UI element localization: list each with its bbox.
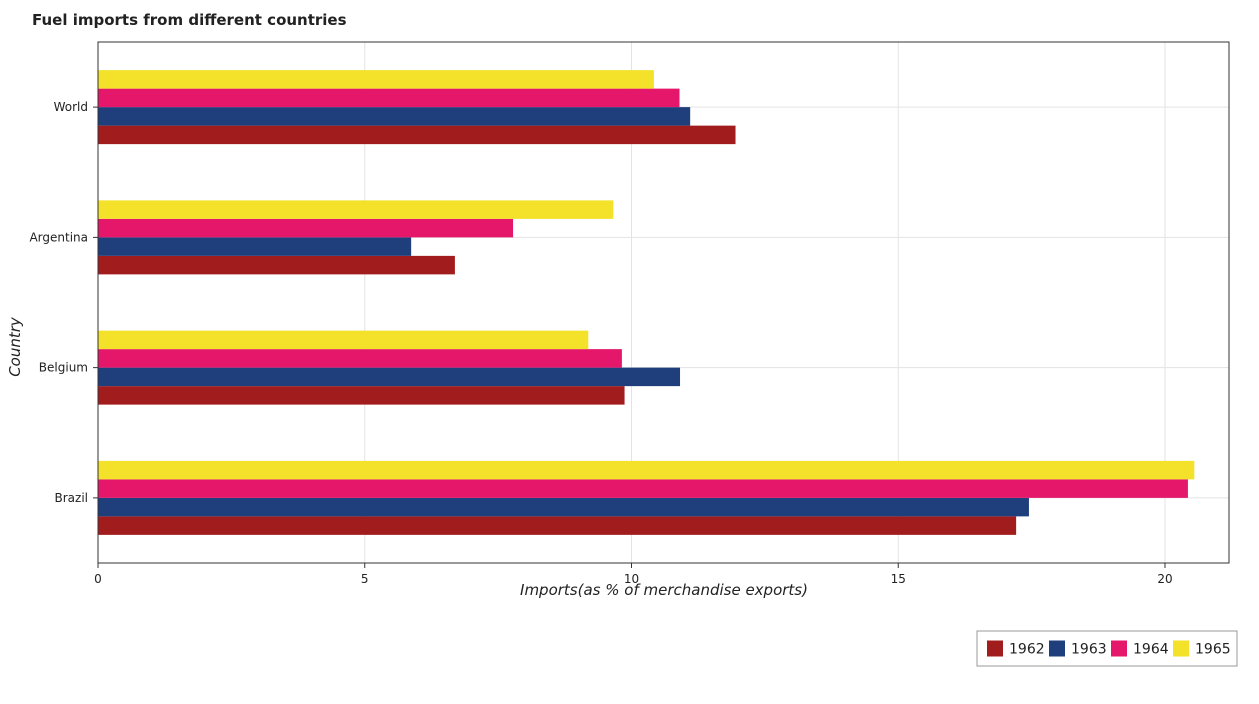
legend-label: 1965 (1195, 642, 1231, 658)
axes: 0 5 10 15 20 World Argentina Belgium Brazil (29, 41, 1230, 586)
bar-argentina-1962 (98, 255, 455, 275)
x-tick-label: 5 (361, 572, 369, 586)
bar-belgium-1963 (98, 367, 681, 387)
bar-belgium-1962 (98, 386, 625, 405)
legend-label: 1962 (1009, 642, 1045, 658)
legend-swatch-1963 (1049, 640, 1065, 657)
bar-argentina-1964 (98, 218, 514, 238)
legend-swatch-1965 (1173, 640, 1189, 657)
legend-swatch-1964 (1111, 640, 1127, 657)
legend-label: 1964 (1133, 642, 1169, 658)
y-tick-label: Argentina (29, 230, 88, 244)
x-axis-label: Imports(as % of merchandise exports) (520, 581, 808, 599)
y-tick-label: World (54, 100, 88, 114)
legend: 1962 1963 1964 1965 (976, 630, 1238, 667)
y-tick-label: Belgium (39, 361, 88, 375)
x-tick-label: 0 (94, 572, 102, 586)
legend-label: 1963 (1071, 642, 1107, 658)
bar-world-1962 (98, 125, 736, 145)
bar-argentina-1965 (98, 200, 614, 219)
y-tick-label: Brazil (55, 491, 89, 505)
bars (98, 70, 1195, 535)
bar-brazil-1962 (98, 516, 1017, 535)
chart-title: Fuel imports from different countries (32, 11, 347, 29)
x-tick-label: 10 (624, 572, 639, 586)
bar-belgium-1965 (98, 330, 589, 350)
bar-brazil-1964 (98, 479, 1188, 498)
x-tick-label: 20 (1157, 572, 1172, 586)
bar-belgium-1964 (98, 349, 622, 368)
bar-brazil-1965 (98, 460, 1195, 480)
bar-world-1965 (98, 70, 654, 89)
bar-world-1963 (98, 107, 691, 126)
x-tick-label: 15 (891, 572, 906, 586)
plot-frame (97, 41, 1230, 564)
legend-swatch-1962 (987, 640, 1003, 657)
y-axis-label: Country (6, 316, 24, 377)
bar-argentina-1963 (98, 237, 412, 256)
bar-world-1964 (98, 88, 680, 108)
legend-box (976, 630, 1238, 667)
bar-brazil-1963 (98, 497, 1029, 517)
